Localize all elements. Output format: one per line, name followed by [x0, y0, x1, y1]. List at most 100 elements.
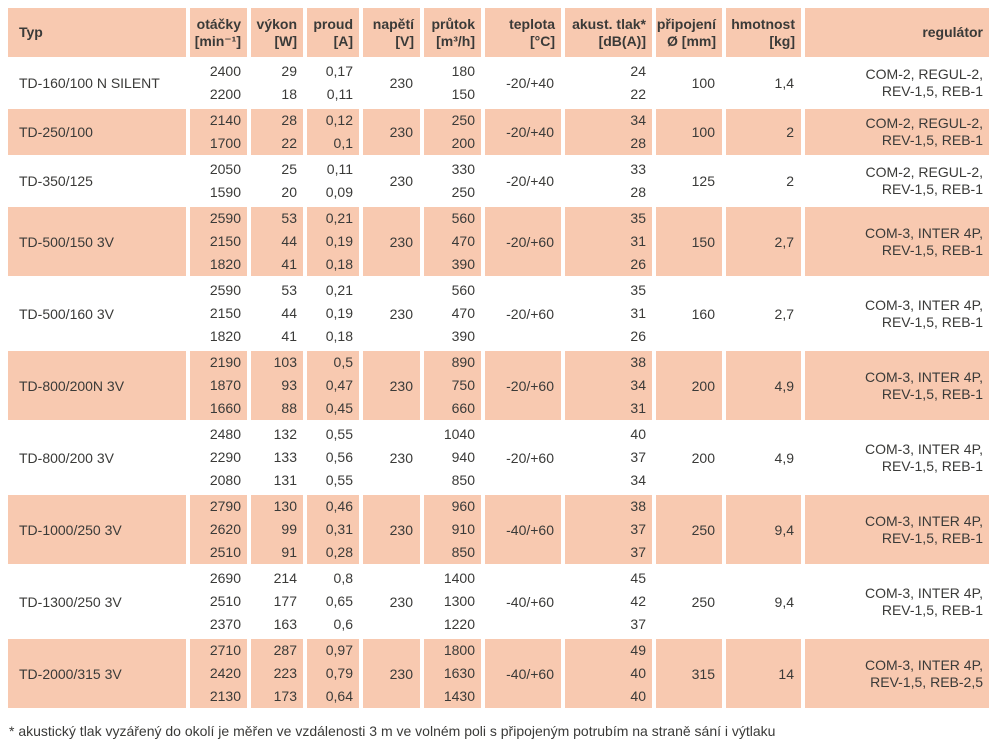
cell-otacky: 2590 2150 1820 — [190, 279, 247, 348]
value-line: REV-1,5, REB-1 — [881, 457, 983, 474]
cell-regulator: COM-3, INTER 4P, REV-1,5, REB-1 — [805, 351, 989, 420]
cell-typ: TD-250/100 — [8, 109, 186, 155]
cell-napeti: 230 — [363, 495, 420, 564]
cell-pripojeni: 150 — [656, 207, 722, 276]
value-line: 0,18 — [325, 328, 353, 344]
cell-akust-tlak: 38 37 37 — [565, 495, 652, 564]
value-line: 1400 — [443, 570, 475, 586]
cell-napeti: 230 — [363, 567, 420, 636]
value-line: REV-1,5, REB-1 — [881, 529, 983, 546]
cell-typ: TD-1300/250 3V — [8, 567, 186, 636]
value-line: 40 — [630, 426, 646, 442]
fan-spec-table: Typ otáčky [min⁻¹] výkon [W] proud [A] n… — [8, 8, 989, 708]
value-line: 560 — [451, 282, 475, 298]
value-line: 2190 — [209, 354, 241, 370]
value-line: 180 — [451, 63, 475, 79]
value-line: 200 — [451, 135, 475, 151]
value-line: 2510 — [209, 544, 241, 560]
cell-hmotnost: 2 — [726, 109, 801, 155]
value-line: 22 — [630, 86, 646, 102]
cell-regulator: COM-2, REGUL-2, REV-1,5, REB-1 — [805, 109, 989, 155]
value-line: 1430 — [443, 688, 475, 704]
cell-akust-tlak: 34 28 — [565, 109, 652, 155]
value-line: 25 — [281, 161, 297, 177]
value-line: 0,17 — [325, 63, 353, 79]
value-line: 470 — [451, 233, 475, 249]
value-line: REV-1,5, REB-1 — [881, 181, 983, 197]
cell-vykon: 287 223 173 — [251, 639, 303, 708]
value-line: COM-3, INTER 4P, — [865, 224, 983, 241]
cell-regulator: COM-3, INTER 4P, REV-1,5, REB-2,5 — [805, 639, 989, 708]
value-line: 960 — [451, 498, 475, 514]
cell-hmotnost: 2,7 — [726, 207, 801, 276]
value-line: 99 — [281, 521, 297, 537]
value-line: 91 — [281, 544, 297, 560]
value-line: 1820 — [209, 256, 241, 272]
value-line: 287 — [273, 642, 297, 658]
value-line: 0,97 — [325, 642, 353, 658]
value-line: 24 — [630, 63, 646, 79]
col-header-pripojeni: připojení Ø [mm] — [656, 8, 722, 57]
col-header-label: napětí — [372, 15, 414, 32]
value-line: REV-1,5, REB-1 — [881, 83, 983, 99]
value-line: 2690 — [209, 570, 241, 586]
value-line: 330 — [451, 161, 475, 177]
value-line: COM-3, INTER 4P, — [865, 584, 983, 601]
cell-typ: TD-500/160 3V — [8, 279, 186, 348]
cell-proud: 0,5 0,47 0,45 — [307, 351, 359, 420]
value-line: 26 — [630, 256, 646, 272]
value-line: 910 — [451, 521, 475, 537]
col-header-label: průtok — [431, 15, 475, 32]
cell-pripojeni: 200 — [656, 423, 722, 492]
table-row: TD-1300/250 3V 2690 2510 2370 214 177 163 0,… — [8, 567, 989, 636]
value-line: REV-1,5, REB-1 — [881, 132, 983, 148]
cell-teplota: -40/+60 — [485, 567, 561, 636]
cell-napeti: 230 — [363, 158, 420, 204]
cell-proud: 0,21 0,19 0,18 — [307, 207, 359, 276]
value-line: 2590 — [209, 282, 241, 298]
cell-hmotnost: 1,4 — [726, 60, 801, 106]
value-line: 0,28 — [325, 544, 353, 560]
value-line: 37 — [630, 449, 646, 465]
value-line: 390 — [451, 256, 475, 272]
cell-vykon: 25 20 — [251, 158, 303, 204]
cell-proud: 0,97 0,79 0,64 — [307, 639, 359, 708]
value-line: 750 — [451, 377, 475, 393]
value-line: 1630 — [443, 665, 475, 681]
value-line: 2480 — [209, 426, 241, 442]
value-line: 26 — [630, 328, 646, 344]
cell-typ: TD-2000/315 3V — [8, 639, 186, 708]
col-header-unit: [dB(A)] — [598, 32, 646, 49]
col-header-unit: [min⁻¹] — [194, 32, 241, 49]
cell-vykon: 28 22 — [251, 109, 303, 155]
cell-vykon: 53 44 41 — [251, 207, 303, 276]
value-line: 34 — [630, 377, 646, 393]
cell-hmotnost: 14 — [726, 639, 801, 708]
cell-napeti: 230 — [363, 423, 420, 492]
value-line: 103 — [273, 354, 297, 370]
value-line: REV-1,5, REB-1 — [881, 601, 983, 618]
value-line: 0,21 — [325, 282, 353, 298]
value-line: COM-3, INTER 4P, — [865, 296, 983, 313]
value-line: 93 — [281, 377, 297, 393]
value-line: 2590 — [209, 210, 241, 226]
cell-akust-tlak: 45 42 37 — [565, 567, 652, 636]
cell-otacky: 2710 2420 2130 — [190, 639, 247, 708]
cell-napeti: 230 — [363, 109, 420, 155]
value-line: 560 — [451, 210, 475, 226]
cell-otacky: 2480 2290 2080 — [190, 423, 247, 492]
value-line: 38 — [630, 354, 646, 370]
table-row: TD-2000/315 3V 2710 2420 2130 287 223 173 0,… — [8, 639, 989, 708]
value-line: 940 — [451, 449, 475, 465]
value-line: 42 — [630, 593, 646, 609]
value-line: 0,64 — [325, 688, 353, 704]
col-header-unit: [°C] — [529, 32, 555, 49]
value-line: 0,46 — [325, 498, 353, 514]
col-header-proud: proud [A] — [307, 8, 359, 57]
value-line: 0,56 — [325, 449, 353, 465]
value-line: 2200 — [209, 86, 241, 102]
cell-pripojeni: 315 — [656, 639, 722, 708]
value-line: 1870 — [209, 377, 241, 393]
value-line: 250 — [451, 112, 475, 128]
cell-napeti: 230 — [363, 207, 420, 276]
